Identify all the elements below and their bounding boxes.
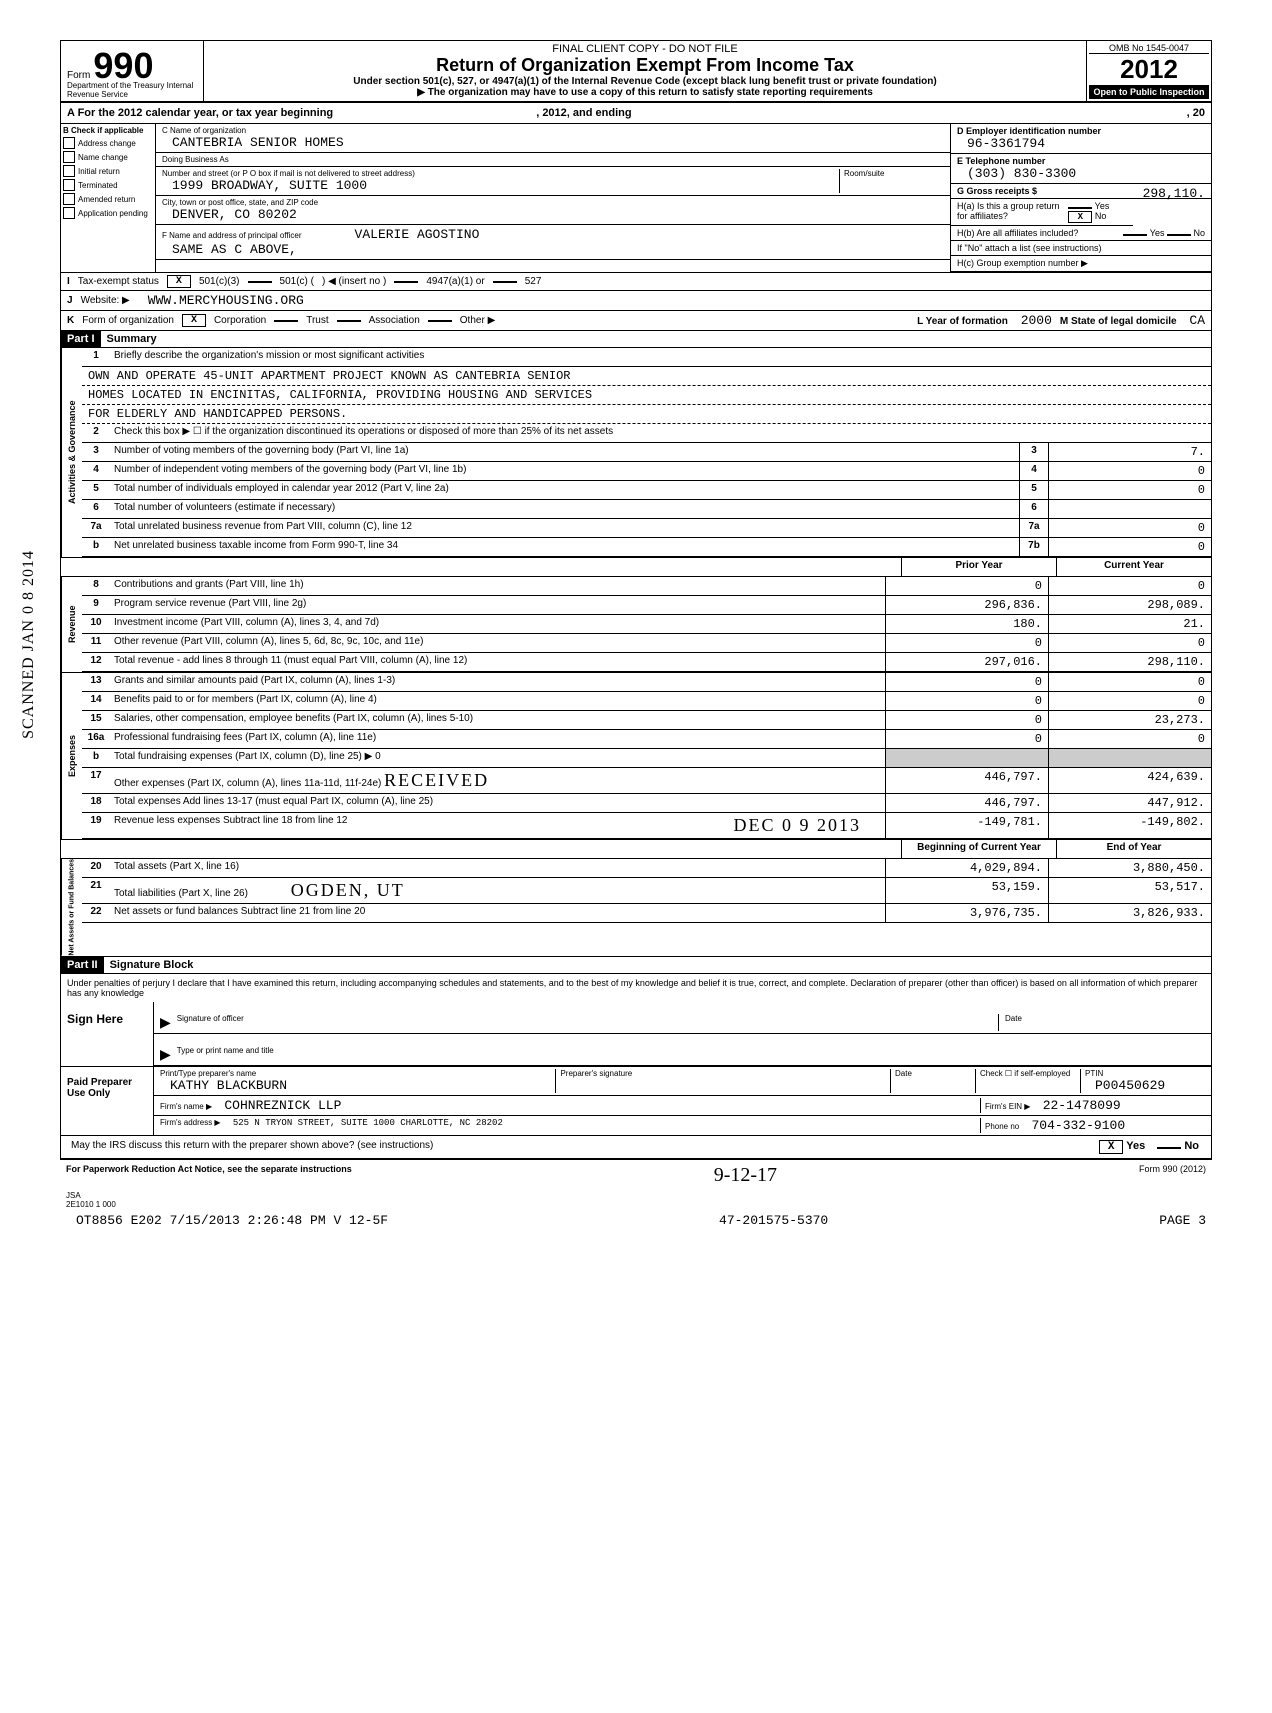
section-d: D Employer identification number 96-3361…	[950, 124, 1211, 272]
declaration: Under penalties of perjury I declare tha…	[61, 974, 1211, 1002]
open-public: Open to Public Inspection	[1089, 85, 1209, 99]
ein: 96-3361794	[957, 136, 1205, 151]
footer1: For Paperwork Reduction Act Notice, see …	[60, 1160, 1212, 1191]
governance-section: Activities & Governance 1Briefly describ…	[61, 348, 1211, 558]
subtitle2: ▶ The organization may have to use a cop…	[210, 87, 1080, 98]
check-amended: Amended return	[63, 193, 153, 205]
revenue-section: Revenue 8Contributions and grants (Part …	[61, 577, 1211, 673]
e-label: E Telephone number	[957, 156, 1205, 166]
g-label: G Gross receipts $	[957, 186, 1037, 196]
website: WWW.MERCYHOUSING.ORG	[138, 293, 304, 308]
year-cols-header: Prior Year Current Year	[61, 558, 1211, 577]
mission-line3: FOR ELDERLY AND HANDICAPPED PERSONS.	[82, 405, 1211, 424]
netassets-section: Net Assets or Fund Balances 20Total asse…	[61, 859, 1211, 957]
form-label: Form	[67, 70, 90, 81]
g-value: 298,110.	[1133, 186, 1205, 201]
section-a-text: A For the 2012 calendar year, or tax yea…	[67, 107, 333, 119]
d-label: D Employer identification number	[957, 126, 1205, 136]
paid-preparer: Paid Preparer Use Only Print/Type prepar…	[61, 1067, 1211, 1136]
city: DENVER, CO 80202	[162, 207, 944, 222]
form-header: Form 990 Department of the Treasury Inte…	[61, 41, 1211, 103]
section-a: A For the 2012 calendar year, or tax yea…	[61, 103, 1211, 124]
part1-header: Part I Summary	[61, 331, 1211, 348]
final-copy: FINAL CLIENT COPY - DO NOT FILE	[210, 43, 1080, 55]
title-box: FINAL CLIENT COPY - DO NOT FILE Return o…	[204, 41, 1086, 101]
section-c: C Name of organization CANTEBRIA SENIOR …	[156, 124, 950, 272]
website-row: J Website: ▶ WWW.MERCYHOUSING.ORG	[61, 291, 1211, 311]
main-title: Return of Organization Exempt From Incom…	[210, 55, 1080, 76]
section-b: B Check if applicable Address change Nam…	[61, 124, 156, 272]
footer2: OT8856 E202 7/15/2013 2:26:48 PM V 12-5F…	[60, 1209, 1212, 1232]
jsa: JSA 2E1010 1 000	[60, 1191, 1212, 1209]
mission-line2: HOMES LOCATED IN ENCINITAS, CALIFORNIA, …	[82, 386, 1211, 405]
form-number-box: Form 990 Department of the Treasury Inte…	[61, 41, 204, 101]
officer-addr: SAME AS C ABOVE,	[162, 242, 944, 257]
governance-label: Activities & Governance	[61, 348, 82, 557]
form-number: 990	[93, 45, 153, 86]
ogden-stamp: OGDEN, UT	[291, 880, 405, 900]
date-stamp: DEC 0 9 2013	[734, 815, 862, 836]
section-a-mid: , 2012, and ending	[536, 107, 631, 119]
b-label: B Check if applicable	[63, 126, 153, 135]
bcd-block: B Check if applicable Address change Nam…	[61, 124, 1211, 273]
subtitle1: Under section 501(c), 527, or 4947(a)(1)…	[210, 76, 1080, 87]
omb-box: OMB No 1545-0047 2012 Open to Public Ins…	[1086, 41, 1211, 101]
check-name: Name change	[63, 151, 153, 163]
officer: VALERIE AGOSTINO	[345, 227, 480, 242]
handwritten-date: 9-12-17	[714, 1164, 777, 1187]
street-label: Number and street (or P O box if mail is…	[162, 169, 839, 178]
h-note: If "No" attach a list (see instructions)	[951, 241, 1211, 256]
street: 1999 BROADWAY, SUITE 1000	[162, 178, 839, 193]
dba-label: Doing Business As	[162, 155, 944, 164]
check-terminated: Terminated	[63, 179, 153, 191]
c-label: C Name of organization	[162, 126, 944, 135]
tax-exempt-row: I Tax-exempt status X501(c)(3) 501(c) ()…	[61, 273, 1211, 291]
check-initial: Initial return	[63, 165, 153, 177]
received-stamp: RECEIVED	[384, 770, 489, 790]
omb-number: OMB No 1545-0047	[1089, 43, 1209, 54]
tax-year: 2012	[1089, 54, 1209, 85]
department: Department of the Treasury Internal Reve…	[67, 81, 203, 99]
part2-header: Part II Signature Block	[61, 957, 1211, 974]
form-990: Form 990 Department of the Treasury Inte…	[60, 40, 1212, 1160]
ha-label: H(a) Is this a group return for affiliat…	[957, 201, 1068, 223]
section-a-end: , 20	[1187, 107, 1205, 119]
sign-here: Sign Here ▶Signature of officerDate ▶Typ…	[61, 1002, 1211, 1067]
scanned-stamp: SCANNED JAN 0 8 2014	[20, 550, 38, 739]
mission-line1: OWN AND OPERATE 45-UNIT APARTMENT PROJEC…	[82, 367, 1211, 386]
city-label: City, town or post office, state, and ZI…	[162, 198, 944, 207]
check-application: Application pending	[63, 207, 153, 219]
discuss-row: May the IRS discuss this return with the…	[61, 1136, 1211, 1159]
org-name: CANTEBRIA SENIOR HOMES	[162, 135, 944, 150]
balance-cols-header: Beginning of Current Year End of Year	[61, 840, 1211, 859]
check-address: Address change	[63, 137, 153, 149]
f-label: F Name and address of principal officer	[162, 231, 301, 240]
form-org-row: K Form of organization XCorporation Trus…	[61, 311, 1211, 331]
hb-label: H(b) Are all affiliates included?	[957, 228, 1078, 238]
room-label: Room/suite	[844, 169, 944, 178]
hc-label: H(c) Group exemption number ▶	[951, 256, 1211, 272]
expenses-section: Expenses 13Grants and similar amounts pa…	[61, 673, 1211, 840]
phone: (303) 830-3300	[957, 166, 1205, 181]
